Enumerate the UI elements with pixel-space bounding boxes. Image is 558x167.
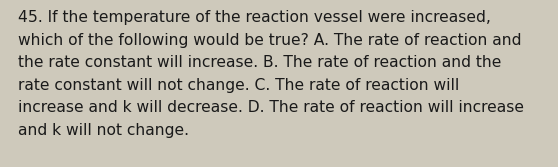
Text: the rate constant will increase. B. The rate of reaction and the: the rate constant will increase. B. The … xyxy=(18,55,502,70)
Text: increase and k will decrease. D. The rate of reaction will increase: increase and k will decrease. D. The rat… xyxy=(18,100,524,115)
Text: and k will not change.: and k will not change. xyxy=(18,123,189,137)
Text: rate constant will not change. C. The rate of reaction will: rate constant will not change. C. The ra… xyxy=(18,77,459,93)
Text: which of the following would be true? A. The rate of reaction and: which of the following would be true? A.… xyxy=(18,33,522,47)
Text: 45. If the temperature of the reaction vessel were increased,: 45. If the temperature of the reaction v… xyxy=(18,10,491,25)
